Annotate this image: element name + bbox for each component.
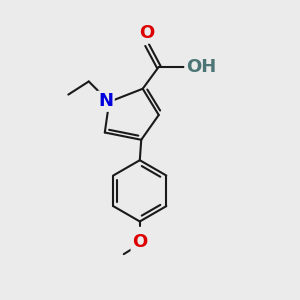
Text: OH: OH <box>186 58 216 76</box>
Text: O: O <box>132 232 147 250</box>
Text: O: O <box>140 24 155 42</box>
Text: N: N <box>98 92 113 110</box>
